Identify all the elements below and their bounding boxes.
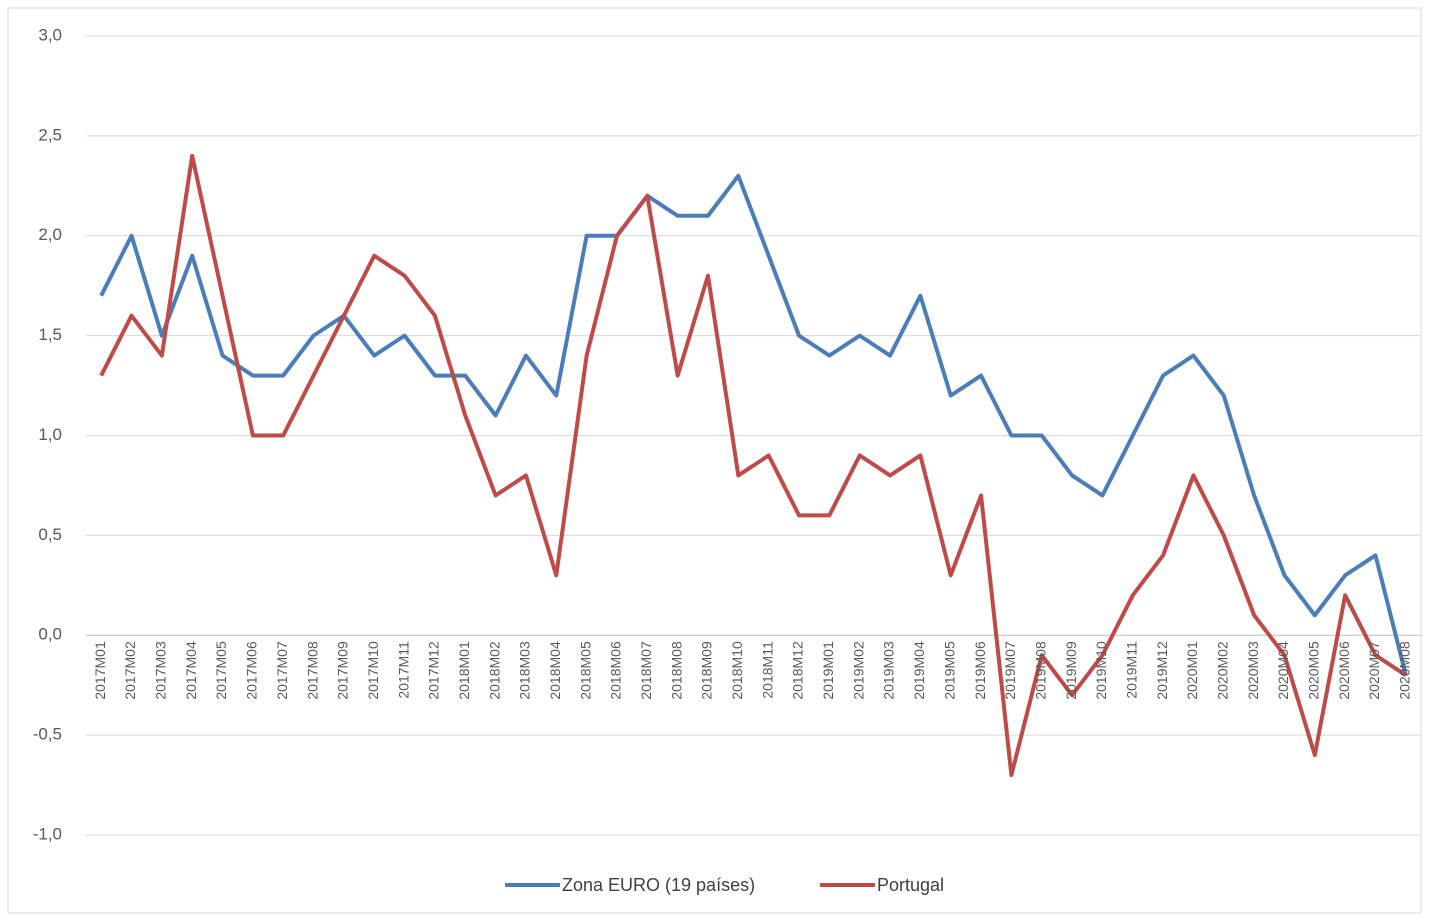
- x-tick-label: 2019M10: [1093, 641, 1109, 700]
- x-tick-label: 2017M05: [213, 641, 229, 700]
- y-tick-label: 1,5: [38, 325, 62, 344]
- x-tick-label: 2018M04: [547, 641, 563, 700]
- x-tick-label: 2019M08: [1032, 641, 1048, 700]
- x-tick-label: 2019M11: [1123, 641, 1139, 699]
- x-tick-label: 2017M12: [426, 641, 442, 700]
- x-tick-label: 2017M03: [153, 641, 169, 700]
- x-tick-label: 2018M11: [759, 641, 775, 699]
- x-tick-label: 2017M01: [92, 641, 108, 700]
- x-tick-label: 2017M06: [244, 641, 260, 700]
- x-tick-label: 2018M01: [456, 641, 472, 700]
- x-tick-label: 2018M02: [486, 641, 502, 700]
- x-tick-label: 2020M01: [1184, 641, 1200, 700]
- x-tick-label: 2017M07: [274, 641, 290, 700]
- y-tick-label: -1,0: [33, 824, 62, 843]
- x-tick-label: 2018M10: [729, 641, 745, 700]
- x-tick-label: 2018M08: [668, 641, 684, 700]
- x-tick-label: 2018M09: [699, 641, 715, 700]
- x-tick-label: 2019M03: [881, 641, 897, 700]
- legend-label: Portugal: [877, 875, 944, 895]
- y-tick-label: 1,0: [38, 425, 62, 444]
- x-tick-label: 2017M09: [335, 641, 351, 700]
- x-tick-label: 2020M02: [1214, 641, 1230, 700]
- x-tick-label: 2018M05: [577, 641, 593, 700]
- x-tick-label: 2017M04: [183, 641, 199, 700]
- x-tick-label: 2019M09: [1063, 641, 1079, 700]
- y-tick-label: -0,5: [33, 725, 62, 744]
- x-tick-label: 2020M08: [1397, 641, 1413, 700]
- x-tick-label: 2018M06: [608, 641, 624, 700]
- x-tick-label: 2020M06: [1336, 641, 1352, 700]
- x-tick-label: 2019M12: [1154, 641, 1170, 700]
- x-tick-label: 2018M03: [517, 641, 533, 700]
- legend-label: Zona EURO (19 países): [562, 875, 755, 895]
- x-tick-label: 2020M07: [1366, 641, 1382, 700]
- x-tick-label: 2019M05: [941, 641, 957, 700]
- series-line: [99, 173, 1408, 676]
- x-tick-label: 2017M10: [365, 641, 381, 700]
- y-tick-label: 2,0: [38, 225, 62, 244]
- x-tick-label: 2019M06: [972, 641, 988, 700]
- x-tick-label: 2018M12: [790, 641, 806, 700]
- x-tick-label: 2019M04: [911, 641, 927, 700]
- y-tick-label: 2,5: [38, 125, 62, 144]
- x-tick-label: 2020M05: [1306, 641, 1322, 700]
- x-tick-label: 2017M08: [304, 641, 320, 700]
- x-tick-label: 2019M01: [820, 641, 836, 700]
- y-tick-label: 3,0: [38, 25, 62, 44]
- y-tick-label: 0,5: [38, 525, 62, 544]
- series-line: [99, 153, 1407, 778]
- x-tick-label: 2019M07: [1002, 641, 1018, 700]
- x-tick-label: 2017M02: [122, 641, 138, 700]
- y-tick-label: 0,0: [38, 625, 62, 644]
- x-tick-label: 2018M07: [638, 641, 654, 700]
- x-tick-label: 2020M03: [1245, 641, 1261, 700]
- x-tick-label: 2019M02: [850, 641, 866, 700]
- chart-frame: [7, 7, 1422, 914]
- x-tick-label: 2017M11: [395, 641, 411, 699]
- x-tick-label: 2020M04: [1275, 641, 1291, 700]
